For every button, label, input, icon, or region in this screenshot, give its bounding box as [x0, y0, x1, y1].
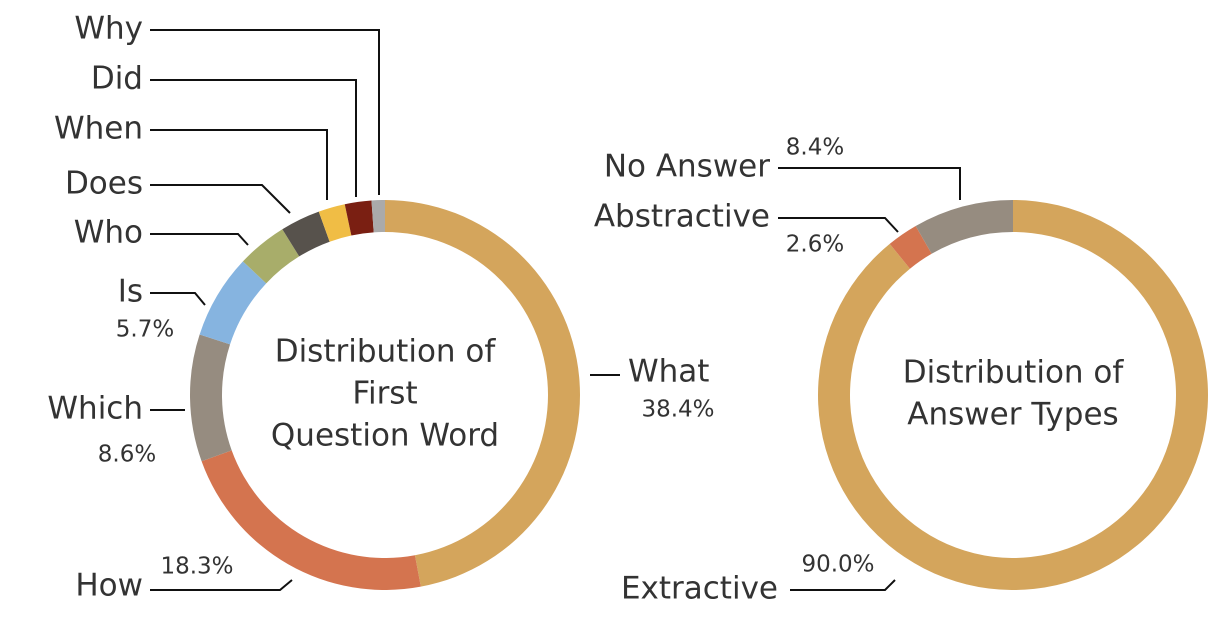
donut-segment — [282, 211, 330, 257]
value-label: 38.4% — [641, 397, 714, 423]
category-label: Does — [65, 166, 143, 202]
value-label: 18.3% — [160, 554, 233, 580]
category-label: What — [628, 354, 709, 390]
donut-segment — [201, 450, 421, 590]
donut-segment — [371, 200, 385, 233]
chart-title: Answer Types — [907, 397, 1118, 433]
leader-line — [150, 292, 206, 306]
category-label: Is — [118, 274, 143, 310]
donut-segment — [344, 200, 374, 236]
leader-line — [150, 579, 293, 591]
chart-title: Distribution of — [275, 334, 497, 370]
chart-title: First — [352, 376, 417, 412]
category-label: Did — [91, 61, 143, 97]
leader-line — [150, 184, 291, 214]
value-label: 2.6% — [786, 232, 844, 258]
category-label: Extractive — [621, 571, 778, 607]
category-label: No Answer — [604, 149, 770, 185]
donut-segment — [915, 200, 1013, 254]
donut-segment — [818, 200, 1208, 590]
donut-segment — [385, 200, 581, 587]
category-label: Why — [74, 11, 143, 47]
category-label: Who — [74, 215, 143, 251]
value-label: 90.0% — [801, 552, 874, 578]
leader-line — [778, 167, 961, 200]
donut-segment — [189, 334, 232, 462]
value-label: 5.7% — [116, 317, 174, 343]
category-label: When — [54, 111, 143, 147]
value-label: 8.6% — [98, 442, 156, 468]
category-label: Which — [47, 391, 143, 427]
donut-segment — [242, 229, 300, 284]
leader-line — [150, 29, 380, 195]
leader-line — [778, 217, 899, 233]
chart-title: Question Word — [271, 418, 499, 454]
leader-line — [790, 579, 896, 591]
donut-segment — [889, 226, 932, 269]
category-label: How — [75, 568, 143, 604]
value-label: 8.4% — [786, 135, 844, 161]
leader-line — [150, 79, 357, 197]
chart-title: Distribution of — [903, 355, 1125, 391]
category-label: Abstractive — [594, 199, 770, 235]
leader-line — [150, 129, 328, 200]
donut-segment — [318, 204, 352, 242]
leader-line — [150, 233, 249, 246]
donut-segment — [199, 261, 267, 345]
